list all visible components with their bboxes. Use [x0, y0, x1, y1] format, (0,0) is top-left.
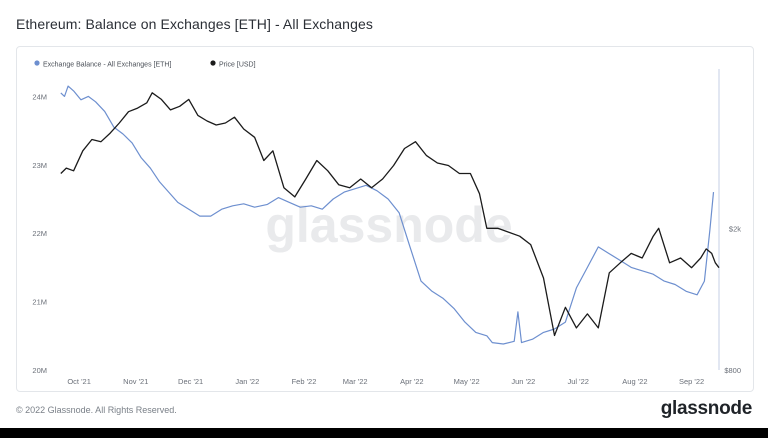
bottom-edge-bar	[0, 428, 768, 438]
x-tick-label: Jan '22	[235, 377, 259, 386]
series-line-balance	[60, 85, 715, 345]
x-tick-label: Dec '21	[178, 377, 203, 386]
y-left-tick-label: 20M	[32, 366, 47, 375]
y-left-tick-label: 24M	[32, 92, 47, 101]
x-tick-label: Jun '22	[511, 377, 535, 386]
y-left-tick-label: 23M	[32, 161, 47, 170]
x-tick-label: Nov '21	[123, 377, 148, 386]
x-tick-label: Mar '22	[343, 377, 368, 386]
chart-panel: glassnode Exchange Balance - All Exchange…	[16, 46, 754, 392]
legend-marker-1	[210, 60, 216, 66]
y-right-tick-label: $800	[724, 366, 741, 375]
legend: Exchange Balance - All Exchanges [ETH] Pr…	[34, 60, 256, 69]
legend-marker-0	[34, 60, 40, 66]
brand-logo[interactable]: glassnode	[660, 398, 753, 419]
x-tick-label: Oct '21	[67, 377, 91, 386]
chart-svg: glassnode Exchange Balance - All Exchange…	[32, 60, 741, 386]
watermark-text: glassnode	[265, 197, 512, 253]
legend-label-1: Price [USD]	[219, 62, 256, 69]
y-right-tick-label: $2k	[729, 224, 741, 233]
x-tick-label: Sep '22	[679, 377, 704, 386]
y-left-tick-label: 22M	[32, 229, 47, 238]
legend-label-0: Exchange Balance - All Exchanges [ETH]	[43, 62, 171, 69]
x-tick-label: Feb '22	[292, 377, 317, 386]
copyright-text: © 2022 Glassnode. All Rights Reserved.	[16, 405, 177, 415]
chart-title: Ethereum: Balance on Exchanges [ETH] - A…	[16, 16, 373, 32]
y-left-tick-label: 21M	[32, 298, 47, 307]
x-tick-label: Jul '22	[567, 377, 588, 386]
series-line-price	[60, 92, 720, 337]
x-tick-label: Aug '22	[622, 377, 647, 386]
x-tick-label: May '22	[454, 377, 480, 386]
x-tick-label: Apr '22	[400, 377, 424, 386]
